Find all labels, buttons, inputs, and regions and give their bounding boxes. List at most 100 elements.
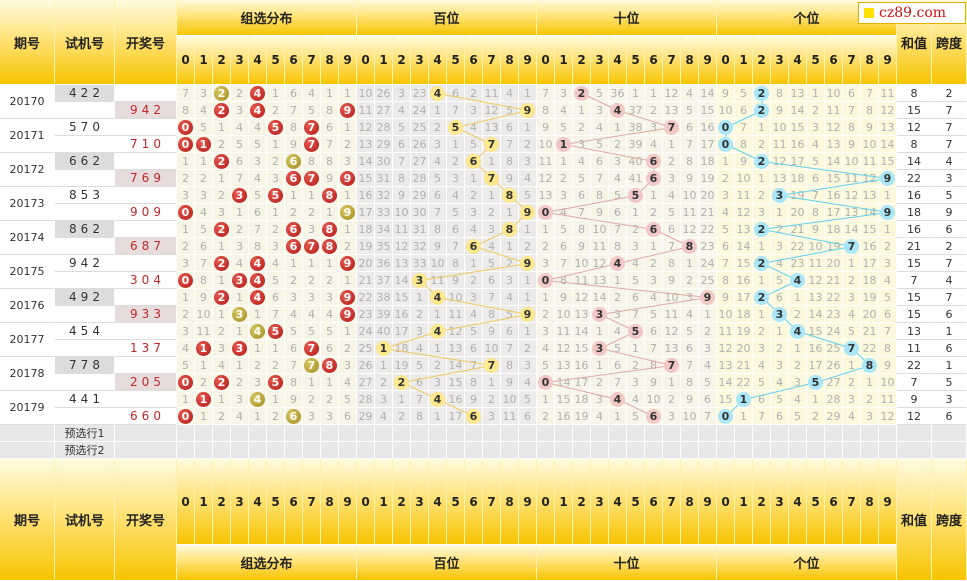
header-section: 组选分布 [177,0,357,36]
omission: 12 [393,238,411,255]
hit-cell: 4 [249,391,267,408]
header-digit: 2 [573,36,591,85]
omission: 2 [303,272,321,289]
omission: 25 [411,119,429,136]
omission: 4 [231,408,249,425]
hit-cell: 5 [267,374,285,391]
header-digit: 6 [285,459,303,545]
omission: 5 [681,102,699,119]
omission: 4 [699,357,717,374]
trial-number: 778 [55,357,115,374]
header-digit: 9 [879,459,897,545]
omission: 7 [591,170,609,187]
sum-value: 9 [897,391,932,408]
omission: 2 [717,170,735,187]
omission: 38 [375,289,393,306]
omission: 27 [825,374,843,391]
preselect-cell [303,425,321,442]
omission: 4 [177,340,195,357]
omission: 3 [285,289,303,306]
omission: 13 [447,340,465,357]
hit-cell: 0 [717,136,735,153]
omission: 11 [447,306,465,323]
preselect-cell [789,425,807,442]
hit-cell: 5 [627,323,645,340]
omission: 11 [429,272,447,289]
omission: 1 [519,323,537,340]
omission: 3 [339,357,357,374]
omission: 1 [267,391,285,408]
omission: 1 [501,204,519,221]
omission: 3 [231,102,249,119]
omission: 10 [879,374,897,391]
omission: 2 [627,221,645,238]
omission: 13 [537,187,555,204]
hit-ball: 6 [646,408,661,424]
hit-ball: 4 [790,323,805,339]
omission: 9 [681,391,699,408]
omission: 7 [483,289,501,306]
omission: 1 [177,289,195,306]
preselect-cell [735,425,753,442]
omission: 7 [285,357,303,374]
hit-ball: 2 [754,221,769,237]
omission: 1 [807,391,825,408]
omission: 6 [501,119,519,136]
omission: 4 [789,391,807,408]
omission: 33 [375,204,393,221]
preselect-cell [465,425,483,442]
header-digit: 6 [825,459,843,545]
omission: 19 [825,238,843,255]
header-digit: 6 [285,36,303,85]
header-digit: 3 [231,459,249,545]
omission: 1 [699,306,717,323]
preselect-cell [375,425,393,442]
omission: 9 [717,289,735,306]
omission: 11 [807,255,825,272]
hit-cell: 3 [591,340,609,357]
omission: 5 [267,272,285,289]
omission: 3 [879,255,897,272]
omission: 4 [231,255,249,272]
omission: 4 [843,306,861,323]
trial-empty [55,272,115,289]
preselect-cell [447,425,465,442]
omission: 18 [357,221,375,238]
omission: 1 [645,187,663,204]
hit-ball: 6 [286,408,301,424]
omission: 9 [501,170,519,187]
sum-value: 15 [897,102,932,119]
omission: 1 [429,306,447,323]
omission: 3 [249,374,267,391]
omission: 10 [681,408,699,425]
hit-cell: 6 [285,238,303,255]
omission: 11 [573,272,591,289]
preselect-blank [897,425,932,442]
omission: 1 [339,187,357,204]
preselect-cell [843,425,861,442]
hit-cell: 7 [303,340,321,357]
omission: 4 [321,306,339,323]
omission: 16 [825,187,843,204]
omission: 1 [735,408,753,425]
omission: 11 [555,323,573,340]
omission: 22 [825,289,843,306]
span-value: 1 [932,357,967,374]
omission: 7 [411,391,429,408]
omission: 3 [591,102,609,119]
omission: 8 [285,374,303,391]
omission: 1 [231,357,249,374]
preselect-blank [932,442,967,459]
omission: 23 [825,306,843,323]
omission: 7 [393,153,411,170]
omission: 3 [591,391,609,408]
hit-cell: 4 [249,85,267,102]
hit-ball: 0 [538,204,553,220]
hit-cell: 5 [267,323,285,340]
omission: 8 [429,221,447,238]
omission: 29 [375,136,393,153]
omission: 38 [627,119,645,136]
logo[interactable]: cz89.com [858,2,966,24]
omission: 7 [465,357,483,374]
omission: 3 [411,323,429,340]
